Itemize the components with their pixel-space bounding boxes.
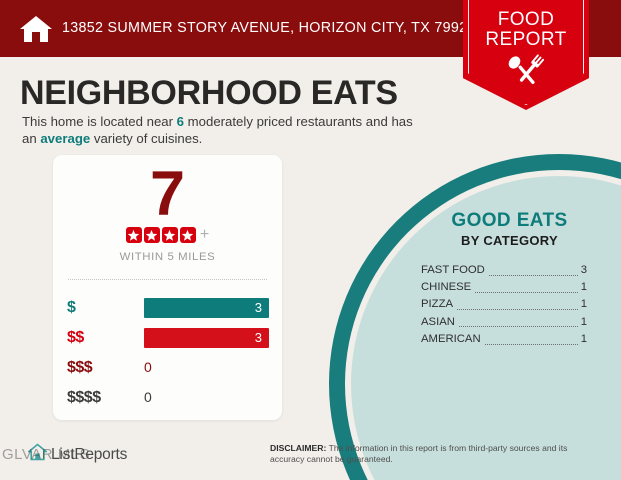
category-row: FAST FOOD 3 [421, 262, 587, 279]
category-row: AMERICAN 1 [421, 331, 587, 348]
badge-title: FOOD REPORT [463, 10, 589, 50]
category-name: AMERICAN [421, 332, 481, 345]
category-count: 1 [580, 315, 587, 328]
category-dot-leader [484, 343, 578, 345]
price-tier-label: $$ [67, 329, 84, 346]
subtitle-text-3: variety of cuisines. [90, 130, 203, 146]
subtitle-highlight-variety: average [40, 130, 91, 146]
food-report-badge: FOOD REPORT [463, 0, 589, 110]
property-address: 13852 SUMMER STORY AVENUE, HORIZON CITY,… [62, 20, 476, 36]
category-dot-leader [458, 326, 578, 328]
price-tier-label: $$$ [67, 359, 93, 376]
category-count: 1 [580, 298, 587, 311]
price-tier-bar: 3 [144, 328, 269, 348]
category-name: CHINESE [421, 281, 472, 294]
price-tier-bar: 3 [144, 298, 269, 318]
price-tier-row: $$ 3 [53, 325, 282, 350]
price-tier-row: $$$$ 0 [53, 385, 282, 410]
score-card: 7 + WITHIN 5 MILES $3 $$ 3 $$$ 0 $$$$ 0 [53, 155, 282, 420]
good-eats-panel: GOOD EATS BY CATEGORY FAST FOOD 3 CHINESE 1… [404, 210, 621, 348]
star-icon [143, 227, 160, 243]
price-tier-value: 0 [144, 359, 152, 375]
category-name: ASIAN [421, 315, 455, 328]
category-dot-leader [475, 291, 578, 293]
disclaimer: DISCLAIMER: The information in this repo… [270, 443, 588, 465]
house-icon [19, 14, 53, 44]
star-icon [161, 227, 178, 243]
star-icon [179, 227, 196, 243]
star-icon [125, 227, 142, 243]
radius-label: WITHIN 5 MILES [119, 251, 216, 263]
spoon-fork-icon [503, 54, 549, 90]
price-tier-value: 3 [254, 330, 262, 345]
star-badges [125, 226, 198, 243]
star-rating: + [53, 227, 282, 245]
page-title: NEIGHBORHOOD EATS [20, 74, 398, 112]
good-eats-subtitle: BY CATEGORY [461, 233, 558, 248]
disclaimer-text: The information in this report is from t… [270, 443, 568, 464]
card-divider [68, 279, 267, 280]
price-tier-value: 3 [254, 300, 262, 315]
house-logo-icon [26, 443, 49, 466]
category-name: PIZZA [421, 298, 454, 311]
score-value: 7 [149, 159, 186, 229]
category-name: FAST FOOD [421, 264, 485, 276]
category-count: 1 [580, 332, 587, 345]
listreports-logo-text: ListReports [51, 445, 128, 463]
price-tier-value: 0 [144, 389, 152, 405]
good-eats-title: GOOD EATS [451, 210, 568, 231]
subtitle-text-1: This home is located near [22, 114, 177, 129]
price-tier-label: $ [67, 299, 76, 316]
category-row: ASIAN 1 [421, 314, 587, 331]
price-tier-row: $$$ 0 [53, 355, 282, 380]
listreports-logo[interactable]: ListReports [26, 443, 128, 466]
subtitle-highlight-count: 6 [176, 114, 185, 129]
page-subtitle: This home is located near 6 moderately p… [22, 114, 422, 147]
disclaimer-label: DISCLAIMER: [270, 443, 327, 453]
category-dot-leader [488, 274, 578, 276]
category-row: PIZZA 1 [421, 296, 587, 313]
category-count: 1 [580, 281, 587, 294]
badge-inner-outline [468, 0, 584, 105]
good-eats-category-list: FAST FOOD 3 CHINESE 1 PIZZA 1 ASIAN 1 AMERICAN 1 [404, 262, 621, 348]
price-tier-label: $$$$ [67, 389, 101, 406]
price-tier-row: $3 [53, 295, 282, 320]
teal-ring-decoration [0, 57, 621, 480]
badge-title-line2: REPORT [485, 29, 567, 50]
star-plus-label: + [199, 226, 210, 243]
category-dot-leader [457, 309, 578, 311]
category-row: CHINESE 1 [421, 279, 587, 296]
category-count: 3 [580, 264, 587, 276]
badge-title-line1: FOOD [497, 9, 555, 30]
subtitle-text-2: moderately priced restaurants and has an [22, 114, 413, 146]
